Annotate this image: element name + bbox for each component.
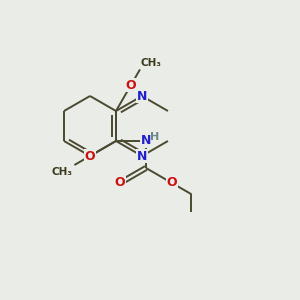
Text: O: O <box>115 176 125 190</box>
Text: N: N <box>137 89 147 103</box>
Text: N: N <box>141 134 151 148</box>
Text: CH₃: CH₃ <box>141 58 162 68</box>
Text: H: H <box>150 131 159 142</box>
Text: N: N <box>137 149 147 163</box>
Text: O: O <box>126 79 136 92</box>
Text: O: O <box>85 149 95 163</box>
Text: CH₃: CH₃ <box>52 167 73 176</box>
Text: O: O <box>167 176 177 190</box>
